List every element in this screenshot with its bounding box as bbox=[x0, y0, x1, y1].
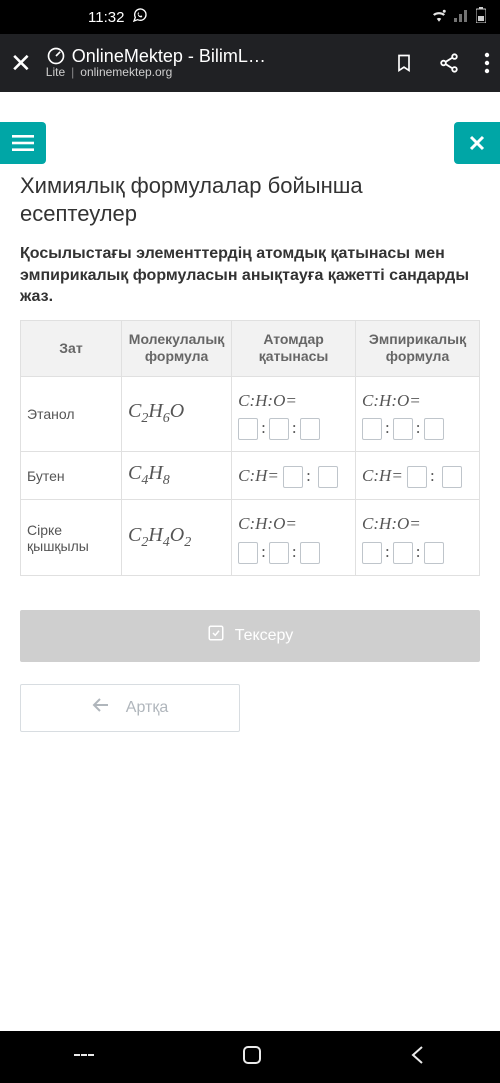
signal-icon bbox=[454, 8, 470, 26]
app-close-button[interactable] bbox=[454, 122, 500, 164]
arrow-left-icon bbox=[92, 698, 108, 717]
browser-title-block: OnlineMektep - BilimL… Lite | onlinemekt… bbox=[46, 46, 266, 80]
hamburger-menu-button[interactable] bbox=[0, 122, 46, 164]
app-menu-bar bbox=[0, 122, 500, 164]
browser-domain: onlinemektep.org bbox=[80, 66, 172, 80]
browser-page-title: OnlineMektep - BilimL… bbox=[72, 46, 266, 67]
wifi-icon bbox=[430, 8, 448, 26]
browser-chrome: ✕ OnlineMektep - BilimL… Lite | onlineme… bbox=[0, 34, 500, 92]
cell-atom-ratio: C:H:O= :: bbox=[232, 500, 356, 575]
checkbox-icon bbox=[207, 624, 225, 647]
ratio-input[interactable] bbox=[393, 418, 413, 440]
ratio-input[interactable] bbox=[442, 466, 462, 488]
ratio-input[interactable] bbox=[318, 466, 338, 488]
cell-atom-ratio: C:H:O= :: bbox=[232, 376, 356, 451]
cell-substance-name: Бутен bbox=[21, 452, 122, 500]
whatsapp-icon bbox=[132, 7, 148, 27]
check-button-label: Тексеру bbox=[235, 627, 294, 645]
ratio-input[interactable] bbox=[300, 542, 320, 564]
ratio-input[interactable] bbox=[393, 542, 413, 564]
ratio-input[interactable] bbox=[238, 418, 258, 440]
main-content: Химиялық формулалар бойынша есептеулер Қ… bbox=[0, 164, 500, 1031]
question-text: Қосылыстағы элементтердің атомдық қатына… bbox=[20, 243, 480, 308]
table-row: Сірке қышқылыC2H4O2C:H:O= ::C:H:O= :: bbox=[21, 500, 480, 575]
table-row: ЭтанолC2H6OC:H:O= ::C:H:O= :: bbox=[21, 376, 480, 451]
android-home-button[interactable] bbox=[241, 1044, 263, 1071]
cell-molecular-formula: C2H4O2 bbox=[121, 500, 231, 575]
cell-atom-ratio: C:H= : bbox=[232, 452, 356, 500]
ratio-input[interactable] bbox=[424, 418, 444, 440]
android-recents-button[interactable] bbox=[73, 1044, 95, 1071]
cell-empirical-formula: C:H= : bbox=[356, 452, 480, 500]
browser-lite-label: Lite bbox=[46, 66, 65, 80]
android-back-button[interactable] bbox=[409, 1044, 427, 1071]
browser-close-icon[interactable]: ✕ bbox=[10, 48, 32, 79]
cell-empirical-formula: C:H:O= :: bbox=[356, 376, 480, 451]
android-status-bar: 11:32 bbox=[0, 0, 500, 34]
th-formula: Молекулалық формула bbox=[121, 320, 231, 376]
ratio-input[interactable] bbox=[362, 418, 382, 440]
cell-substance-name: Этанол bbox=[21, 376, 122, 451]
ratio-input[interactable] bbox=[362, 542, 382, 564]
back-button[interactable]: Артқа bbox=[20, 684, 240, 732]
status-time: 11:32 bbox=[88, 9, 124, 26]
cell-empirical-formula: C:H:O= :: bbox=[356, 500, 480, 575]
cell-molecular-formula: C4H8 bbox=[121, 452, 231, 500]
kebab-menu-icon[interactable] bbox=[484, 52, 490, 74]
page-title: Химиялық формулалар бойынша есептеулер bbox=[20, 172, 480, 227]
ratio-input[interactable] bbox=[424, 542, 444, 564]
share-icon[interactable] bbox=[438, 52, 460, 74]
ratio-input[interactable] bbox=[269, 418, 289, 440]
ratio-input[interactable] bbox=[407, 466, 427, 488]
cell-substance-name: Сірке қышқылы bbox=[21, 500, 122, 575]
ratio-input[interactable] bbox=[283, 466, 303, 488]
android-nav-bar bbox=[0, 1031, 500, 1083]
table-row: БутенC4H8C:H= : C:H= : bbox=[21, 452, 480, 500]
chemistry-table: Зат Молекулалық формула Атомдар қатынасы… bbox=[20, 320, 480, 576]
th-ratio: Атомдар қатынасы bbox=[232, 320, 356, 376]
ratio-input[interactable] bbox=[269, 542, 289, 564]
check-button[interactable]: Тексеру bbox=[20, 610, 480, 662]
ratio-input[interactable] bbox=[300, 418, 320, 440]
th-name: Зат bbox=[21, 320, 122, 376]
bookmark-icon[interactable] bbox=[394, 52, 414, 74]
ratio-input[interactable] bbox=[238, 542, 258, 564]
cell-molecular-formula: C2H6O bbox=[121, 376, 231, 451]
battery-icon bbox=[476, 7, 486, 27]
back-button-label: Артқа bbox=[126, 699, 168, 717]
lite-gauge-icon bbox=[46, 46, 66, 66]
th-empirical: Эмпирикалық формула bbox=[356, 320, 480, 376]
